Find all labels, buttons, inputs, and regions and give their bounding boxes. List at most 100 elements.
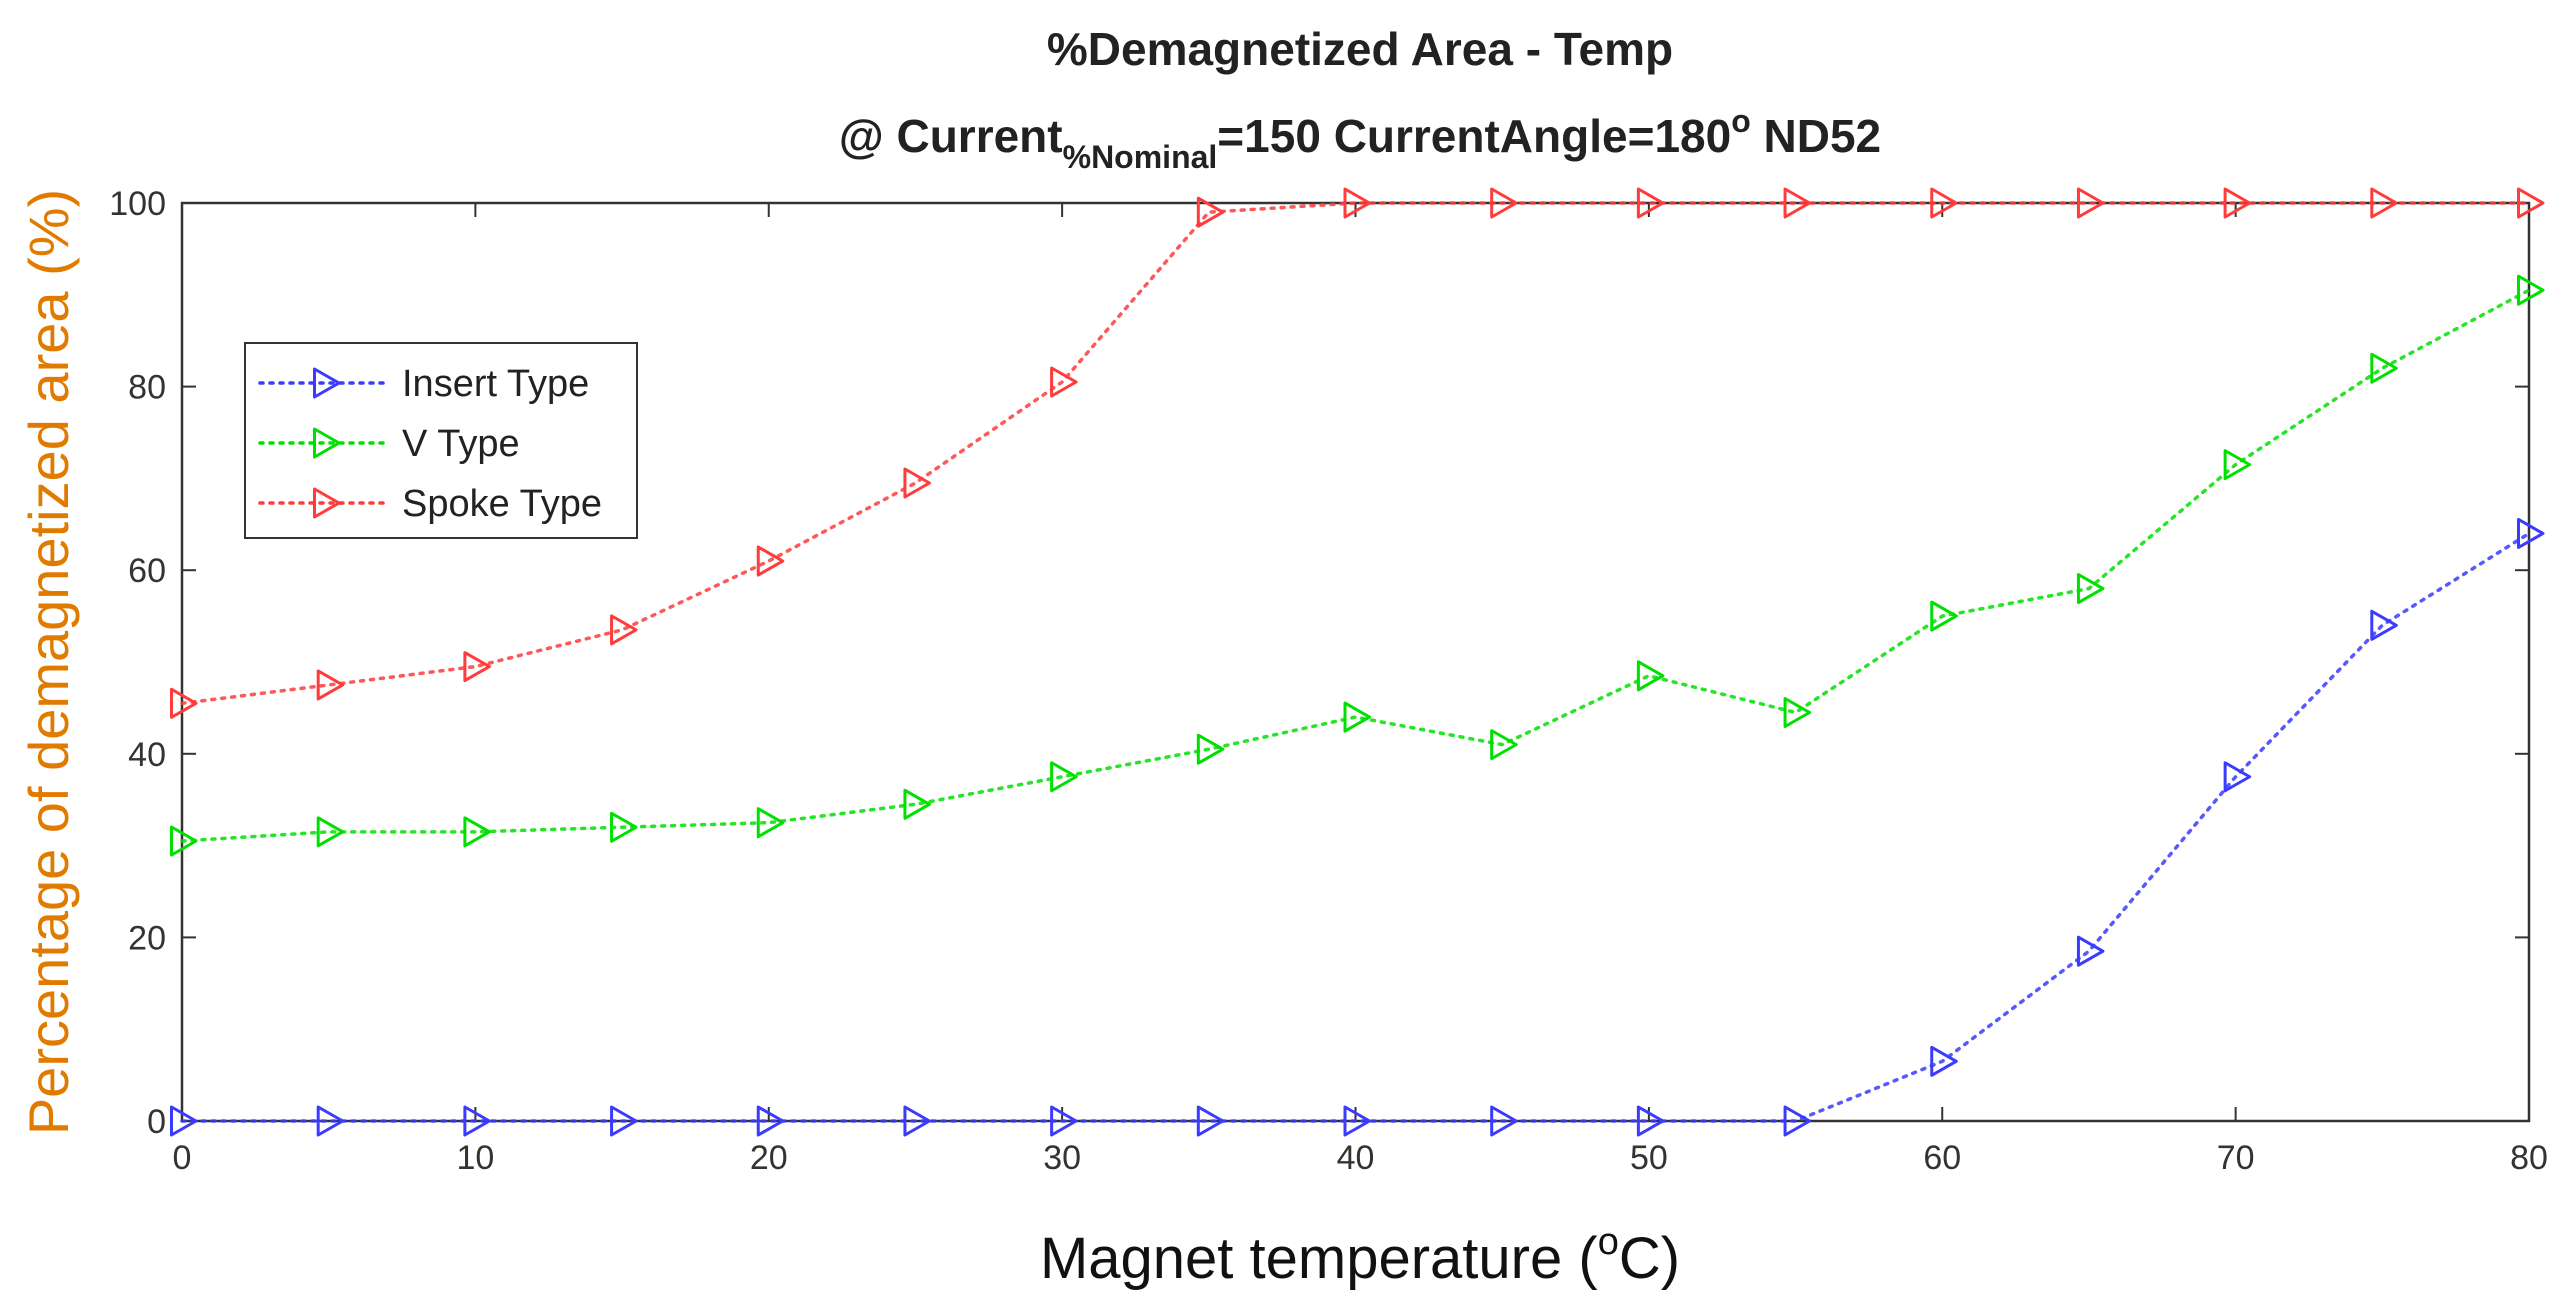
xlabel-prefix: Magnet temperature ( [1040,1226,1598,1291]
legend-item: Spoke Type [258,483,602,525]
data-point [1196,1105,1225,1137]
data-point [903,1105,931,1137]
data-point [1050,761,1078,793]
data-point [1930,187,1958,219]
subtitle-superscript: o [1731,103,1751,139]
data-point [170,825,198,857]
data-point [2517,274,2545,306]
data-point [1490,1105,1518,1137]
data-point [170,687,198,719]
legend-marker [313,367,341,399]
legend-item: V Type [258,423,520,465]
data-point [1930,1045,1958,1077]
x-axis-ticks: 0 10 20 30 40 50 60 70 80 [173,203,2548,1177]
y-tick-label: 0 [147,1103,166,1141]
x-tick-label: 0 [173,1139,192,1177]
legend-box [244,342,638,539]
legend-label: Spoke Type [402,483,602,525]
xlabel-superscript: o [1598,1221,1619,1263]
y-tick-label: 80 [128,369,166,407]
data-point [1636,660,1665,692]
plot-area [180,201,2531,1123]
data-point [2076,187,2105,219]
data-point [1930,600,1958,632]
x-tick-label: 80 [2510,1139,2548,1177]
series-line [180,201,2531,706]
data-point [1196,196,1225,228]
xlabel-suffix: C) [1619,1226,1680,1291]
x-tick-label: 10 [456,1139,494,1177]
subtitle-prefix: @ Current [839,110,1063,162]
chart-subtitle: @ Current%Nominal=150 CurrentAngle=180o … [839,103,1881,175]
data-point [316,1105,345,1137]
legend-marker [313,487,341,519]
x-tick-label: 20 [750,1139,788,1177]
data-point [1050,1105,1078,1137]
data-point [2517,187,2545,219]
legend-label: Insert Type [402,363,589,405]
data-point [1636,1105,1665,1137]
series-line [180,288,2531,843]
data-point [1343,1105,1371,1137]
x-tick-label: 50 [1630,1139,1668,1177]
legend-label: V Type [402,423,520,465]
data-point [1490,187,1518,219]
data-point [1783,696,1812,728]
subtitle-subscript: %Nominal [1063,139,1218,175]
data-point [1783,1105,1812,1137]
data-point [316,669,345,701]
data-point [756,807,785,839]
data-point [610,1105,638,1137]
data-point [170,1105,198,1137]
legend-item: Insert Type [258,363,589,405]
data-point [2223,761,2252,793]
series-line [180,531,2531,1123]
data-point [2223,449,2252,481]
x-tick-label: 70 [2217,1139,2255,1177]
x-axis-label: Magnet temperature (oC) [1040,1221,1680,1291]
series-layer [170,187,2545,1137]
data-point [2370,609,2398,641]
data-point [1783,187,1812,219]
data-point [756,545,785,577]
data-point [1343,187,1371,219]
subtitle-middle: =150 CurrentAngle=180 [1217,110,1731,162]
data-point [463,651,491,683]
series-insert-type [170,517,2545,1137]
data-point [1196,733,1225,765]
data-point [610,614,638,646]
data-point [2076,935,2105,967]
y-tick-label: 100 [109,185,166,223]
legend: Insert Type V Type Spoke Type [244,342,638,539]
data-point [1343,701,1371,733]
data-point [463,816,491,848]
y-axis-label: Percentage of demagnetized area (%) [17,189,80,1135]
y-tick-label: 20 [128,919,166,957]
data-point [1636,187,1665,219]
y-tick-label: 60 [128,552,166,590]
data-point [1050,366,1078,398]
chart-title: %Demagnetized Area - Temp [1047,23,1673,75]
data-point [756,1105,785,1137]
data-point [1490,729,1518,761]
x-tick-label: 30 [1043,1139,1081,1177]
data-point [463,1105,491,1137]
data-point [903,788,931,820]
legend-marker [313,427,341,459]
series-spoke-type [170,187,2545,719]
data-point [903,467,931,499]
y-tick-label: 40 [128,736,166,774]
data-point [2370,187,2398,219]
series-v-type [170,274,2545,857]
subtitle-suffix: ND52 [1751,110,1881,162]
y-axis-ticks: 0 20 40 60 80 100 [109,185,2529,1141]
data-point [2517,517,2545,549]
data-point [2370,352,2398,384]
x-tick-label: 60 [1923,1139,1961,1177]
data-point [2223,187,2252,219]
x-tick-label: 40 [1337,1139,1375,1177]
data-point [2076,573,2105,605]
data-point [610,811,638,843]
data-point [316,816,345,848]
